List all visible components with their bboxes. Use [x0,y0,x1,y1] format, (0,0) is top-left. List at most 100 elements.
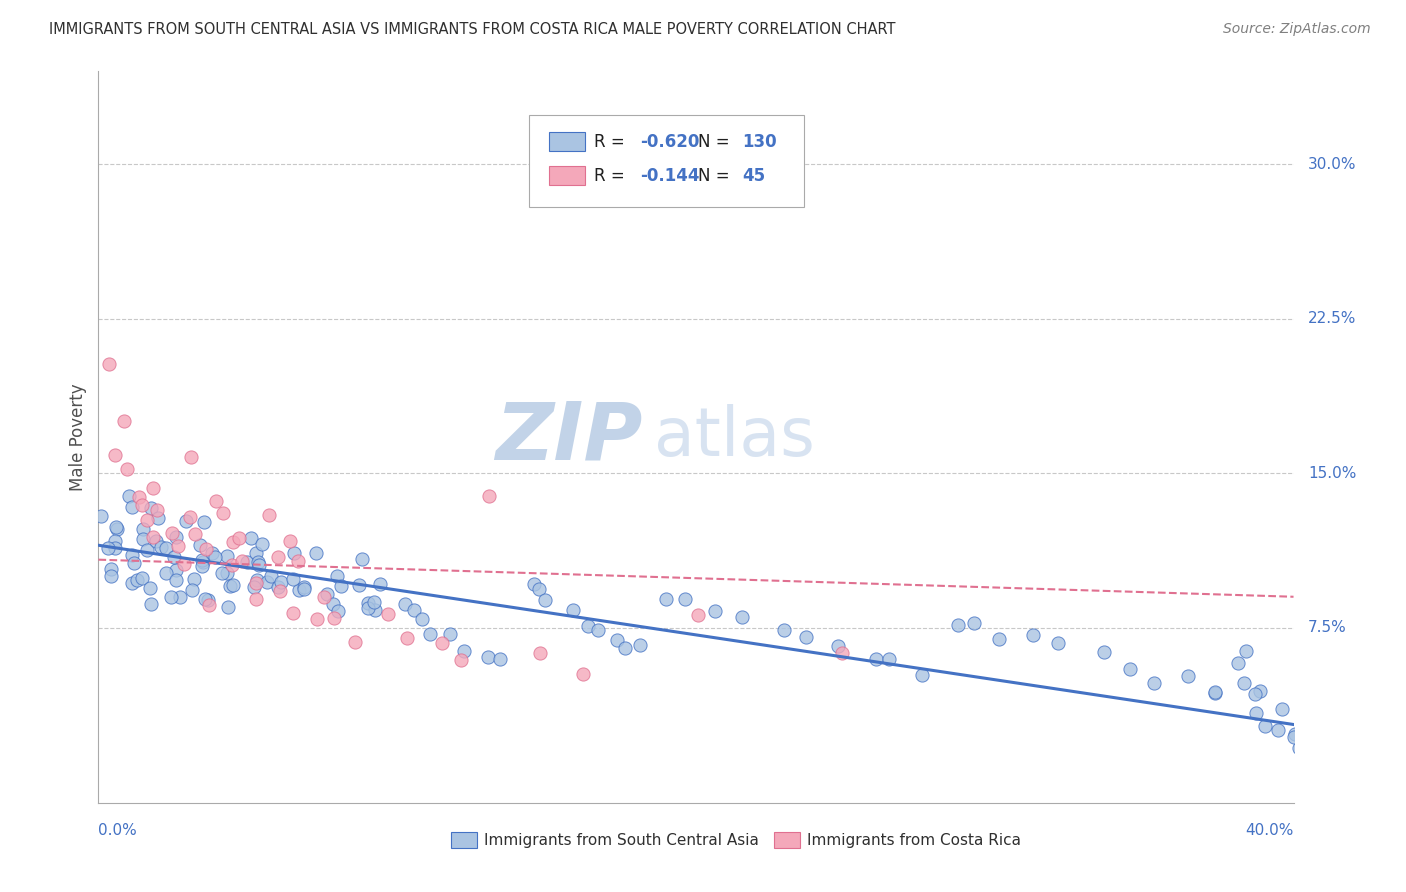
FancyBboxPatch shape [529,115,804,207]
Point [489,651,512,665]
Point [1119,662,1142,676]
Point [527,582,550,596]
Point [1282,731,1305,745]
Point [90,508,112,523]
Text: 30.0%: 30.0% [1308,157,1357,171]
Point [395,631,418,645]
Point [343,635,366,649]
Point [329,579,352,593]
Point [1249,684,1271,698]
Point [865,652,887,666]
Point [193,515,215,529]
Text: 45: 45 [742,167,766,185]
Point [357,596,380,610]
Point [586,623,609,637]
FancyBboxPatch shape [548,166,585,185]
Point [180,450,202,464]
Point [561,603,583,617]
Point [673,591,696,606]
Point [439,627,461,641]
Point [394,597,416,611]
Text: Source: ZipAtlas.com: Source: ZipAtlas.com [1223,22,1371,37]
Point [963,616,986,631]
Point [194,592,217,607]
Point [628,638,651,652]
Point [104,520,127,534]
Point [1226,656,1249,670]
Text: 7.5%: 7.5% [1308,620,1347,635]
Text: Immigrants from Costa Rica: Immigrants from Costa Rica [807,833,1021,848]
Point [946,618,969,632]
Point [166,540,188,554]
Point [121,500,143,514]
Y-axis label: Male Poverty: Male Poverty [69,384,87,491]
Text: -0.620: -0.620 [640,133,699,152]
Point [217,549,239,563]
Point [217,599,239,614]
Point [450,653,472,667]
Point [356,601,378,615]
Point [247,558,270,573]
Point [292,580,315,594]
Point [404,603,426,617]
Point [831,646,853,660]
Point [245,576,267,591]
Point [377,607,399,621]
Point [139,500,162,515]
Point [125,573,148,587]
Point [183,572,205,586]
Point [292,582,315,596]
Point [194,541,217,556]
Point [243,581,266,595]
Point [731,609,754,624]
Point [174,514,197,528]
Point [231,554,253,568]
Point [160,525,183,540]
Point [1284,727,1306,741]
Text: N =: N = [699,167,741,185]
Point [773,623,796,637]
Point [278,533,301,548]
Point [132,522,155,536]
Point [270,574,292,589]
Point [1177,669,1199,683]
Point [453,643,475,657]
Text: Immigrants from South Central Asia: Immigrants from South Central Asia [485,833,759,848]
Point [322,611,344,625]
Point [122,556,145,570]
Point [1204,686,1226,700]
Point [1204,685,1226,699]
Point [534,593,557,607]
Point [121,576,143,591]
Text: 22.5%: 22.5% [1308,311,1357,326]
Point [188,538,211,552]
Text: -0.144: -0.144 [640,167,699,185]
Point [260,569,283,583]
Point [211,566,233,580]
Point [688,607,710,622]
Point [198,598,221,612]
Point [704,604,727,618]
Point [364,602,387,616]
Point [655,591,678,606]
Point [155,566,177,581]
Point [267,550,290,565]
Point [794,630,817,644]
Point [204,493,226,508]
FancyBboxPatch shape [773,832,800,848]
Point [827,640,849,654]
Point [165,573,187,587]
Point [1288,741,1310,756]
Point [305,546,328,560]
Point [363,595,385,609]
Point [197,593,219,607]
Point [217,566,239,581]
Point [136,542,159,557]
Point [1234,644,1257,658]
Point [350,552,373,566]
Point [191,555,214,569]
Point [281,572,304,586]
Point [179,510,201,524]
Point [1143,676,1166,690]
Text: 40.0%: 40.0% [1246,823,1294,838]
